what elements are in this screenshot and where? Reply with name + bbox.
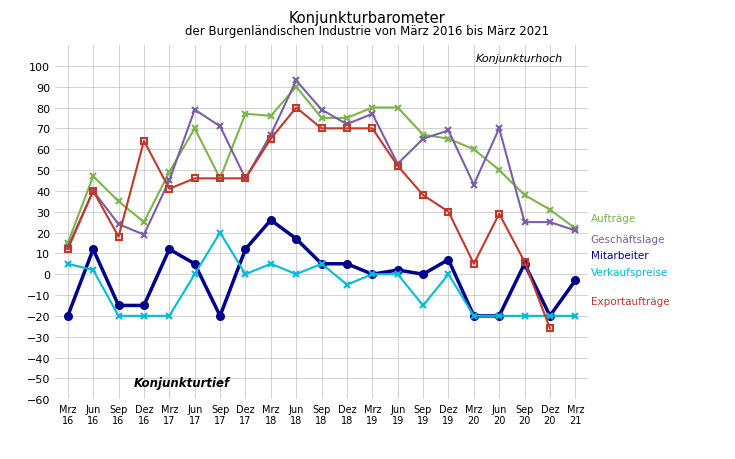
Text: Geschäftslage: Geschäftslage <box>590 234 665 244</box>
Text: der Burgenländischen Industrie von März 2016 bis März 2021: der Burgenländischen Industrie von März … <box>185 25 550 38</box>
Text: Verkaufspreise: Verkaufspreise <box>590 268 668 278</box>
Text: Konjunkturbarometer: Konjunkturbarometer <box>289 11 446 27</box>
Text: Konjunkturhoch: Konjunkturhoch <box>476 54 562 64</box>
Text: Mitarbeiter: Mitarbeiter <box>590 251 648 261</box>
Text: Konjunkturtief: Konjunkturtief <box>134 376 230 389</box>
Text: Aufträge: Aufträge <box>590 213 636 224</box>
Text: Exportaufträge: Exportaufträge <box>590 297 669 307</box>
